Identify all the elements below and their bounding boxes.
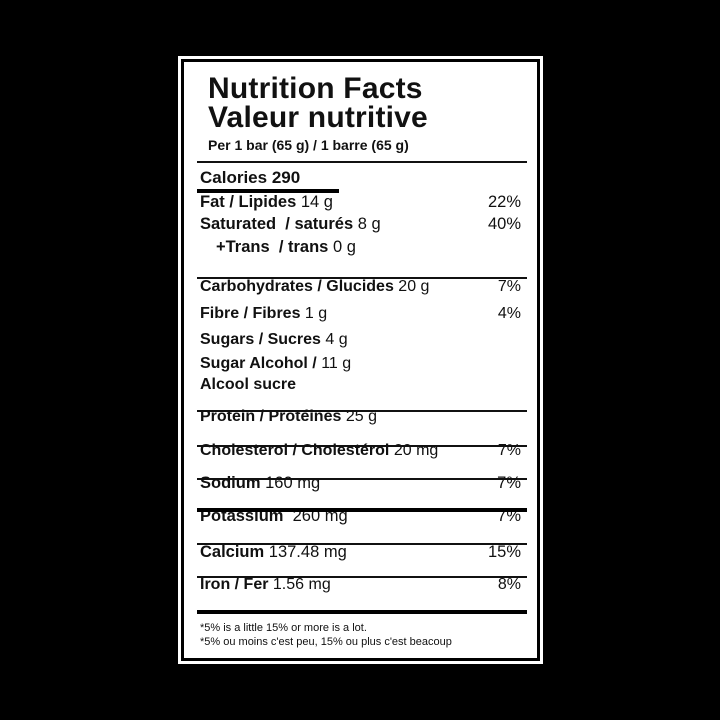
daily-value: 7% — [497, 278, 521, 295]
nutrient-amount: 14 g — [300, 193, 333, 211]
divider — [197, 478, 527, 480]
nutrient-row: Alcool sucre — [200, 374, 525, 396]
thick-divider — [197, 610, 527, 614]
divider — [197, 410, 527, 412]
nutrient-amount: 137.48 mg — [268, 543, 347, 561]
nutrient-row: Fibre / Fibres 1 g 4% — [200, 303, 525, 325]
nutrient-row: Saturated / saturés 8 g 40% — [200, 213, 525, 235]
nutrient-label: Sodium — [200, 474, 261, 492]
nutrient-row: Sodium 160 mg 7% — [200, 472, 525, 494]
title-fr: Valeur nutritive — [208, 101, 428, 134]
nutrient-amount: 25 g — [345, 408, 377, 425]
nutrient-row: Iron / Fer 1.56 mg 8% — [200, 574, 525, 596]
nutrient-label: Saturated / saturés — [200, 215, 354, 233]
nutrient-row: Fat / Lipides 14 g 22% — [200, 191, 525, 213]
nutrient-label: Carbohydrates / Glucides — [200, 278, 394, 295]
daily-value: 7% — [497, 442, 521, 459]
nutrient-label: Alcool sucre — [200, 376, 297, 393]
nutrient-label: Sugar Alcohol / — [200, 355, 317, 372]
daily-value: 40% — [487, 215, 521, 233]
title-en: Nutrition Facts — [208, 72, 423, 105]
divider — [197, 543, 527, 545]
nutrient-label: Fat / Lipides — [200, 193, 297, 211]
footnote-en: *5% is a little 15% or more is a lot. — [200, 622, 367, 634]
calories-value: 290 — [271, 168, 301, 187]
nutrient-label: Fibre / Fibres — [200, 305, 301, 322]
nutrient-row: Sugar Alcohol / 11 g — [200, 353, 525, 375]
nutrient-row: Calcium 137.48 mg 15% — [200, 541, 525, 563]
nutrient-amount: 11 g — [321, 355, 352, 372]
nutrient-amount: 1 g — [304, 305, 328, 322]
nutrition-label: Nutrition Facts Valeur nutritive Per 1 b… — [178, 56, 543, 664]
nutrient-label: Calcium — [200, 543, 265, 561]
nutrient-row: Protein / Protéines 25 g — [200, 406, 525, 428]
nutrient-row: Sugars / Sucres 4 g — [200, 329, 525, 351]
serving-size: Per 1 bar (65 g) / 1 barre (65 g) — [208, 137, 409, 153]
nutrient-label: Iron / Fer — [200, 576, 269, 593]
calories-underline — [197, 189, 339, 193]
daily-value: 7% — [497, 474, 521, 492]
nutrient-amount: 4 g — [325, 331, 348, 348]
calories-row: Calories 290 — [200, 167, 525, 189]
calories-label: Calories — [200, 168, 268, 187]
label-border: Nutrition Facts Valeur nutritive Per 1 b… — [181, 59, 540, 661]
daily-value: 8% — [497, 576, 521, 593]
divider — [197, 445, 527, 447]
divider — [197, 161, 527, 163]
nutrient-amount: 0 g — [332, 238, 356, 256]
nutrient-amount: 1.56 mg — [272, 576, 331, 593]
daily-value: 22% — [487, 193, 521, 211]
daily-value: 4% — [497, 305, 521, 322]
nutrient-label: Protein / Protéines — [200, 408, 342, 425]
nutrient-amount: 20 g — [398, 278, 430, 295]
footnote-fr: *5% ou moins c'est peu, 15% ou plus c'es… — [200, 636, 452, 648]
nutrient-label: Sugars / Sucres — [200, 331, 321, 348]
divider — [197, 576, 527, 578]
divider — [197, 277, 527, 279]
nutrient-row: Carbohydrates / Glucides 20 g 7% — [200, 276, 525, 298]
nutrient-amount: 8 g — [357, 215, 381, 233]
thick-divider — [197, 508, 527, 512]
daily-value: 15% — [487, 543, 521, 561]
nutrient-row: +Trans / trans 0 g — [200, 236, 525, 258]
nutrient-amount: 160 mg — [265, 474, 321, 492]
nutrient-label: +Trans / trans — [216, 238, 329, 256]
nutrient-row: Cholesterol / Cholestérol 20 mg 7% — [200, 440, 525, 462]
